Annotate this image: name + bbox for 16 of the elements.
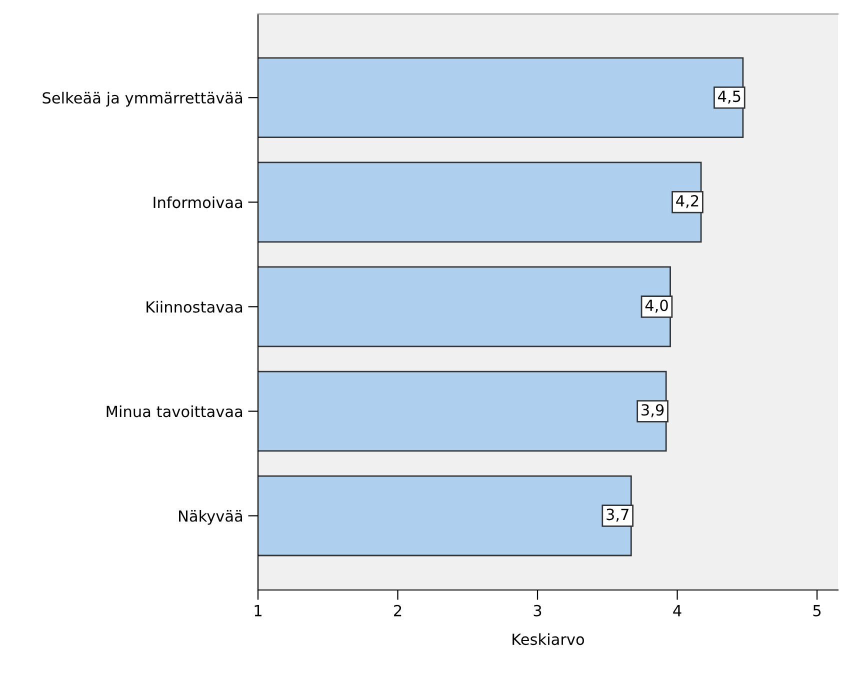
y-tick-label: Selkeää ja ymmärrettävää [42,92,242,107]
y-tick-label: Minua tavoittavaa [106,405,242,418]
x-tick-label: 5 [813,605,821,616]
x-tick-label: 3 [534,604,542,616]
y-tick-label: Näkyvää [179,510,242,525]
data-label: 4,5 [718,90,740,104]
x-tick-label: 4 [673,605,682,616]
data-label: 4,2 [676,195,698,208]
x-tick-label: 2 [394,604,402,616]
x-axis-title: Keskiarvo [512,633,584,646]
data-label: 3,9 [642,404,664,418]
data-label: 3,7 [606,508,628,522]
x-tick-label: 1 [254,605,262,616]
y-tick-label: Informoivaa [154,196,242,208]
y-tick-label: Kiinnostavaa [146,300,242,313]
data-label: 4,0 [645,300,668,313]
